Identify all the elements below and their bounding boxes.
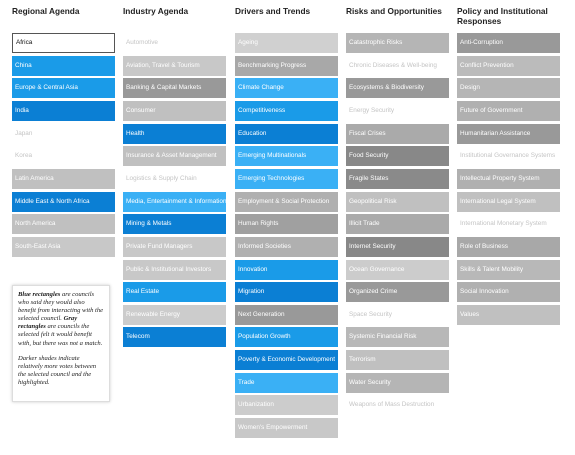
legend-strong: Blue rectangles	[18, 291, 61, 298]
council-cell[interactable]: Terrorism	[346, 350, 449, 371]
council-cell[interactable]: Fragile States	[346, 168, 449, 189]
council-cell[interactable]: Consumer	[123, 100, 226, 121]
council-cell[interactable]: Intellectual Property System	[457, 168, 560, 189]
council-cell[interactable]: Anti-Corruption	[457, 33, 560, 53]
council-cell[interactable]: Social Innovation	[457, 282, 560, 303]
council-cell[interactable]: Internet Security	[346, 236, 449, 257]
council-cell[interactable]: Automotive	[126, 39, 158, 46]
council-cell[interactable]: Banking & Capital Markets	[123, 78, 226, 99]
council-cell[interactable]: Systemic Financial Risk	[346, 327, 449, 348]
council-cell[interactable]: Emerging Multinationals	[235, 146, 338, 167]
council-cell[interactable]: Informed Societies	[235, 236, 338, 257]
council-cell[interactable]: Water Security	[346, 372, 449, 393]
legend-text: are councils who said they would also be…	[18, 291, 104, 323]
council-cell[interactable]: Telecom	[123, 327, 226, 348]
column-title: Drivers and Trends	[235, 6, 311, 16]
legend-text: are councils the selected felt it would …	[18, 323, 103, 347]
council-cell[interactable]: Competitiveness	[235, 100, 338, 121]
council-cell[interactable]: Space Security	[349, 310, 392, 318]
council-cell[interactable]: Role of Business	[457, 236, 560, 257]
council-cell[interactable]: Mining & Metals	[123, 214, 226, 235]
council-cell[interactable]: Next Generation	[235, 304, 338, 325]
council-cell[interactable]: Conflict Prevention	[457, 55, 560, 76]
council-cell[interactable]: Emerging Technologies	[235, 168, 338, 189]
council-cell[interactable]: Design	[457, 78, 560, 99]
council-cell[interactable]: Korea	[15, 152, 33, 160]
council-cell[interactable]: International Legal System	[457, 191, 560, 212]
council-cell[interactable]: Population Growth	[235, 327, 338, 348]
council-cell[interactable]: Renewable Energy	[123, 304, 226, 325]
council-cell[interactable]: Media, Entertainment & Information	[123, 191, 226, 212]
council-cell[interactable]: Human Rights	[235, 214, 338, 235]
council-cell[interactable]: Japan	[15, 129, 33, 137]
council-cell[interactable]: Climate Change	[235, 78, 338, 99]
council-cell[interactable]: China	[12, 55, 115, 76]
council-cell[interactable]: North America	[12, 214, 115, 235]
column-title: Policy and Institutional Responses	[457, 6, 548, 26]
council-cell[interactable]: Employment & Social Protection	[235, 191, 338, 212]
council-cell[interactable]: Food Security	[346, 146, 449, 167]
legend-text: Blue rectangles are councils who said th…	[18, 291, 104, 348]
council-cell[interactable]: Public & Institutional Investors	[123, 259, 226, 280]
council-cell[interactable]: India	[12, 100, 115, 121]
council-cell[interactable]: South-East Asia	[12, 236, 115, 257]
council-cell[interactable]: Humanitarian Assistance	[457, 123, 560, 144]
council-cell[interactable]: Organized Crime	[346, 282, 449, 303]
council-cell[interactable]: Middle East & North Africa	[12, 191, 115, 212]
council-cell[interactable]: Latin America	[12, 168, 115, 189]
column-title: Regional Agenda	[12, 6, 80, 16]
column-title: Risks and Opportunities	[346, 6, 442, 16]
council-cell[interactable]: Skills & Talent Mobility	[457, 259, 560, 280]
council-cell[interactable]: Education	[235, 123, 338, 144]
council-cell[interactable]: Institutional Governance Systems	[460, 152, 556, 160]
council-cell[interactable]: Ecosystems & Biodiversity	[346, 78, 449, 99]
council-cell[interactable]: Aviation, Travel & Tourism	[123, 55, 226, 76]
council-cell[interactable]: Fiscal Crises	[346, 123, 449, 144]
council-cell[interactable]: Chronic Diseases & Well-being	[349, 61, 437, 69]
council-cell[interactable]: Europe & Central Asia	[12, 78, 115, 99]
council-cell[interactable]: Logistics & Supply Chain	[126, 174, 197, 182]
council-cell[interactable]: International Monetary System	[460, 220, 547, 228]
council-cell[interactable]: Catastrophic Risks	[346, 33, 449, 53]
council-cell[interactable]: Future of Government	[457, 100, 560, 121]
council-cell[interactable]: Energy Security	[349, 106, 395, 114]
council-cell[interactable]: Private Fund Managers	[123, 236, 226, 257]
legend-text: Darker shades indicate relatively more v…	[18, 355, 104, 387]
council-cell[interactable]: Benchmarking Progress	[235, 55, 338, 76]
council-cell[interactable]: Geopolitical Risk	[346, 191, 449, 212]
council-cell[interactable]: Real Estate	[123, 282, 226, 303]
council-cell[interactable]: Women's Empowerment	[235, 418, 338, 439]
legend-strong: Gray rectangles	[18, 315, 78, 331]
council-cell[interactable]: Migration	[235, 282, 338, 303]
council-cell[interactable]: Urbanization	[235, 395, 338, 416]
council-cell[interactable]: Trade	[235, 372, 338, 393]
council-cell[interactable]: Values	[457, 304, 560, 325]
council-cell[interactable]: Ageing	[235, 33, 338, 53]
legend: Blue rectangles are councils who said th…	[12, 285, 110, 402]
council-cell[interactable]: Insurance & Asset Management	[123, 146, 226, 167]
council-cell[interactable]: Illicit Trade	[346, 214, 449, 235]
council-cell[interactable]: Weapons of Mass Destruction	[349, 401, 435, 409]
council-cell[interactable]: Poverty & Economic Development	[235, 350, 338, 371]
legend-text: Darker shades indicate relatively more v…	[18, 354, 97, 386]
council-cell[interactable]: Innovation	[235, 259, 338, 280]
council-cell[interactable]: Health	[123, 123, 226, 144]
council-cell[interactable]: Ocean Governance	[346, 259, 449, 280]
column-title: Industry Agenda	[123, 6, 189, 16]
council-cell[interactable]: Africa	[12, 33, 115, 53]
